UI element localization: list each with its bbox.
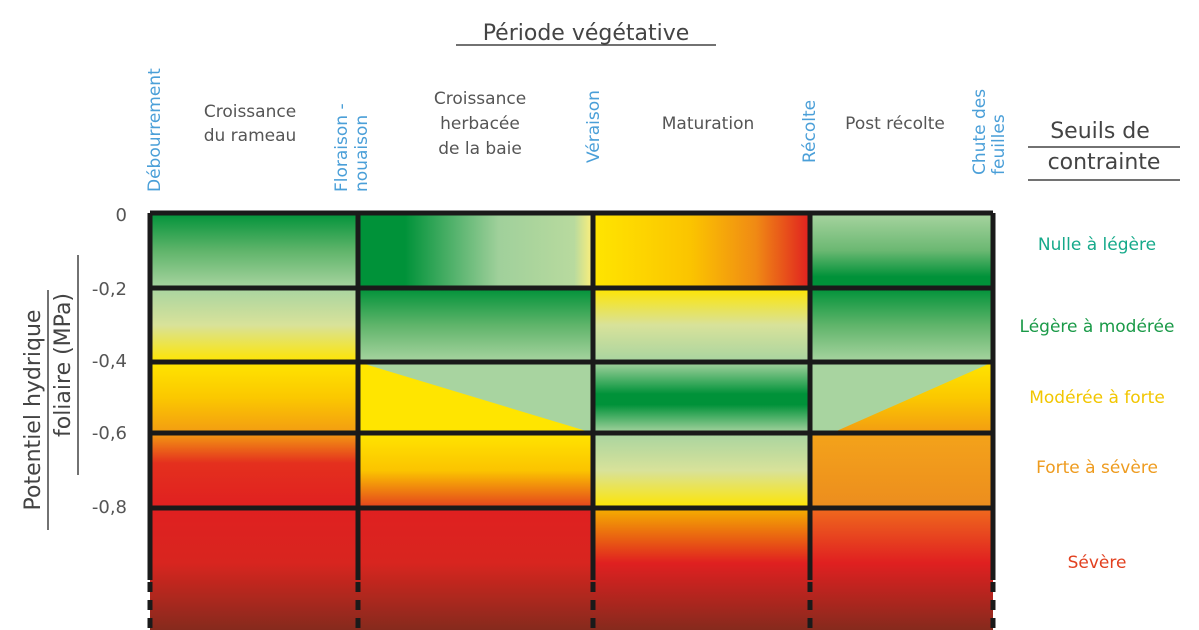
cell bbox=[150, 213, 358, 288]
threshold-label: Modérée à forte bbox=[1029, 388, 1165, 408]
threshold-label: Nulle à légère bbox=[1038, 235, 1156, 255]
cell bbox=[810, 508, 993, 630]
cell bbox=[593, 433, 810, 508]
phase-label: herbacée bbox=[440, 114, 520, 134]
cell bbox=[593, 508, 810, 630]
cell bbox=[810, 213, 993, 288]
threshold-label: Légère à modérée bbox=[1020, 317, 1175, 337]
y-tick-label: -0,2 bbox=[92, 279, 127, 300]
phase-label: de la baie bbox=[438, 139, 522, 159]
cell bbox=[358, 508, 593, 630]
grid bbox=[147, 210, 996, 630]
stage-label: nouaison bbox=[352, 115, 372, 192]
threshold-label: Forte à sévère bbox=[1036, 458, 1158, 478]
cell bbox=[358, 213, 593, 288]
threshold-labels: Nulle à légère Légère à modérée Modérée à … bbox=[1020, 235, 1175, 573]
phase-label: Croissance bbox=[434, 89, 526, 109]
stage-label: Débourrement bbox=[145, 68, 165, 192]
y-axis-label: Potentiel hydrique bbox=[21, 310, 46, 511]
cell bbox=[810, 288, 993, 362]
y-ticks: 0 -0,2 -0,4 -0,6 -0,8 bbox=[92, 205, 127, 518]
phase-label: Post récolte bbox=[845, 114, 945, 134]
phase-label: Maturation bbox=[662, 114, 755, 134]
stage-label: Véraison bbox=[584, 90, 604, 163]
y-tick-label: -0,4 bbox=[92, 351, 127, 372]
cell-triangle bbox=[832, 362, 993, 433]
stage-label: Chute des bbox=[970, 89, 990, 175]
cell bbox=[593, 213, 810, 288]
cell bbox=[358, 288, 593, 362]
phase-label: Croissance bbox=[204, 102, 296, 122]
cell bbox=[593, 362, 810, 433]
cell-triangle bbox=[358, 362, 593, 433]
dashed-lines bbox=[147, 582, 996, 630]
y-tick-label: -0,8 bbox=[92, 497, 127, 518]
cell bbox=[810, 433, 993, 508]
cell bbox=[150, 288, 358, 362]
cells bbox=[150, 213, 993, 630]
y-axis-label: foliaire (MPa) bbox=[51, 293, 76, 437]
title: Période végétative bbox=[483, 21, 690, 46]
thresholds-title: Seuils de bbox=[1050, 119, 1150, 144]
y-tick-label: 0 bbox=[116, 205, 127, 226]
cell bbox=[358, 433, 593, 508]
stage-label: Floraison - bbox=[332, 103, 352, 192]
stage-label: feuilles bbox=[989, 114, 1009, 175]
cell bbox=[150, 508, 358, 630]
phase-label: du rameau bbox=[204, 126, 297, 146]
cell bbox=[593, 288, 810, 362]
stage-label: Récolte bbox=[800, 100, 820, 163]
y-tick-label: -0,6 bbox=[92, 423, 127, 444]
cell bbox=[150, 362, 358, 433]
threshold-label: Sévère bbox=[1068, 553, 1127, 573]
thresholds-title: contrainte bbox=[1048, 150, 1161, 175]
cell bbox=[150, 433, 358, 508]
